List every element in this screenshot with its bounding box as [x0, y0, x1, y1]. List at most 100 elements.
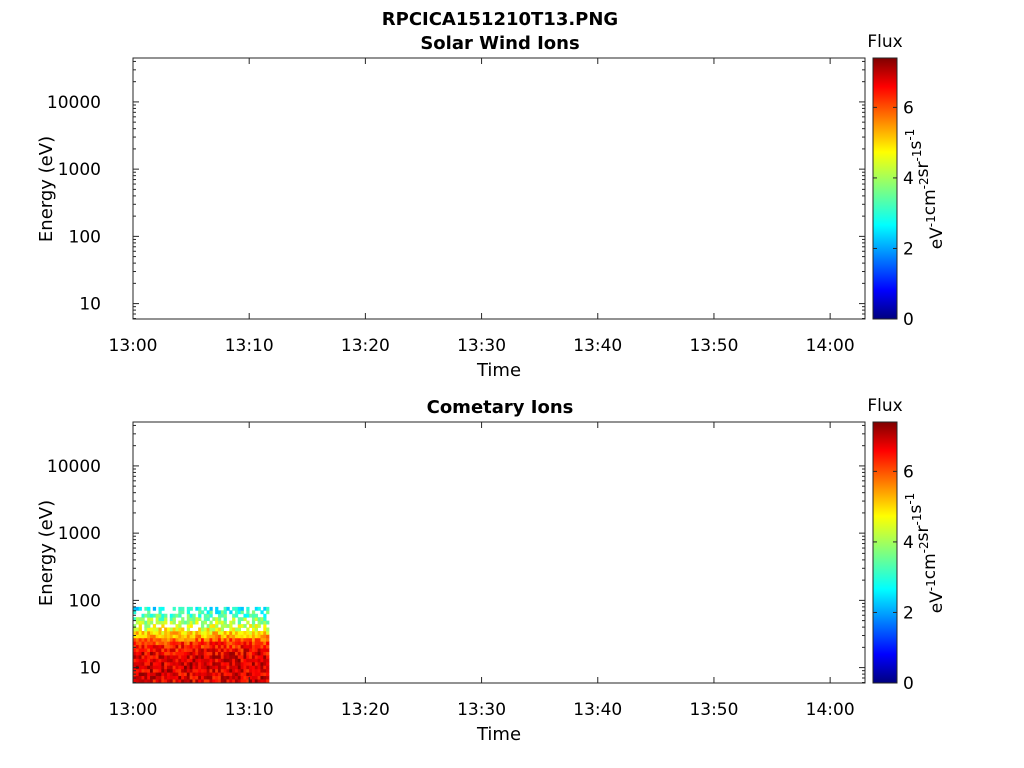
heatmap-cell: [266, 675, 270, 680]
heatmap-cell: [249, 658, 253, 663]
heatmap-cell: [220, 634, 225, 639]
heatmap-cell: [175, 634, 179, 639]
heatmap-cell: [164, 644, 168, 649]
heatmap-cell: [243, 637, 247, 642]
heatmap-cell: [263, 620, 267, 625]
heatmap-cell: [243, 672, 247, 677]
x-tick-label: 13:50: [689, 700, 738, 720]
heatmap-cell: [237, 655, 242, 659]
heatmap-cell: [186, 648, 191, 652]
heatmap-cell: [172, 627, 176, 632]
heatmap-cell: [229, 624, 233, 628]
heatmap-cell: [217, 610, 222, 615]
heatmap-cell: [144, 634, 148, 639]
heatmap-cell: [133, 624, 137, 628]
heatmap-cell: [158, 641, 162, 646]
heatmap-cell: [147, 630, 151, 635]
heatmap-cell: [147, 648, 151, 652]
heatmap-cell: [217, 675, 222, 680]
heatmap-cell: [186, 672, 191, 677]
heatmap-cell: [138, 672, 142, 677]
heatmap-cell: [223, 665, 227, 670]
heatmap-cell: [223, 606, 227, 611]
heatmap-cell: [169, 672, 174, 677]
heatmap-cell: [263, 617, 267, 622]
heatmap-cell: [234, 613, 239, 618]
heatmap-cell: [240, 624, 244, 628]
heatmap-cell: [206, 610, 210, 615]
heatmap-cell: [234, 655, 239, 659]
heatmap-cell: [155, 658, 159, 663]
heatmap-cell: [229, 634, 233, 639]
heatmap-cell: [158, 610, 162, 615]
heatmap-cell: [251, 637, 256, 642]
flux-heatmap: [133, 606, 270, 683]
heatmap-cell: [237, 675, 242, 680]
heatmap-cell: [223, 637, 227, 642]
heatmap-cell: [257, 658, 261, 663]
heatmap-cell: [164, 613, 168, 618]
heatmap-cell: [217, 655, 222, 659]
heatmap-cell: [200, 610, 205, 615]
heatmap-cell: [243, 634, 247, 639]
x-tick-label: 13:30: [457, 336, 506, 356]
heatmap-cell: [251, 655, 256, 659]
heatmap-cell: [161, 624, 165, 628]
heatmap-cell: [147, 661, 151, 666]
heatmap-cell: [186, 665, 191, 670]
heatmap-cell: [186, 661, 191, 666]
heatmap-cell: [161, 665, 165, 670]
heatmap-cell: [144, 630, 148, 635]
heatmap-cell: [206, 617, 210, 622]
heatmap-cell: [234, 610, 239, 615]
heatmap-cell: [209, 672, 213, 677]
y-ticks: 10 100 1000 10000: [47, 424, 865, 684]
heatmap-cell: [237, 651, 242, 656]
heatmap-cell: [138, 627, 142, 632]
heatmap-cell: [246, 613, 250, 618]
heatmap-cell: [215, 651, 219, 656]
heatmap-cell: [209, 620, 213, 625]
heatmap-cell: [135, 648, 140, 652]
heatmap-cell: [220, 648, 225, 652]
x-axis-label: Time: [476, 724, 521, 745]
heatmap-cell: [249, 668, 253, 673]
heatmap-cell: [215, 641, 219, 646]
heatmap-cell: [152, 658, 157, 663]
heatmap-cell: [158, 655, 162, 659]
heatmap-cell: [246, 672, 250, 677]
heatmap-cell: [237, 627, 242, 632]
heatmap-cell: [166, 679, 171, 683]
heatmap-cell: [266, 658, 270, 663]
heatmap-cell: [135, 637, 140, 642]
heatmap-cell: [149, 648, 154, 652]
heatmap-cell: [209, 665, 213, 670]
heatmap-cell: [243, 613, 247, 618]
heatmap-cell: [249, 613, 253, 618]
heatmap-cell: [164, 637, 168, 642]
heatmap-cell: [155, 651, 159, 656]
heatmap-cell: [257, 665, 261, 670]
heatmap-cell: [246, 606, 250, 611]
heatmap-cell: [147, 668, 151, 673]
heatmap-cell: [155, 641, 159, 646]
heatmap-cell: [166, 658, 171, 663]
heatmap-cell: [203, 644, 208, 649]
heatmap-cell: [169, 648, 174, 652]
heatmap-cell: [232, 613, 236, 618]
heatmap-cell: [243, 644, 247, 649]
heatmap-cell: [209, 658, 213, 663]
heatmap-cell: [251, 620, 256, 625]
heatmap-cell: [172, 651, 176, 656]
heatmap-cell: [257, 668, 261, 673]
heatmap-cell: [166, 651, 171, 656]
heatmap-cell: [172, 617, 176, 622]
cometary-panel: Cometary Ions 13:00 13:10 13:20 13:30 13:40 1…: [36, 396, 947, 745]
heatmap-cell: [181, 661, 185, 666]
heatmap-cell: [266, 644, 270, 649]
heatmap-cell: [172, 630, 176, 635]
heatmap-cell: [220, 658, 225, 663]
heatmap-cell: [155, 644, 159, 649]
heatmap-cell: [147, 613, 151, 618]
heatmap-cell: [246, 675, 250, 680]
